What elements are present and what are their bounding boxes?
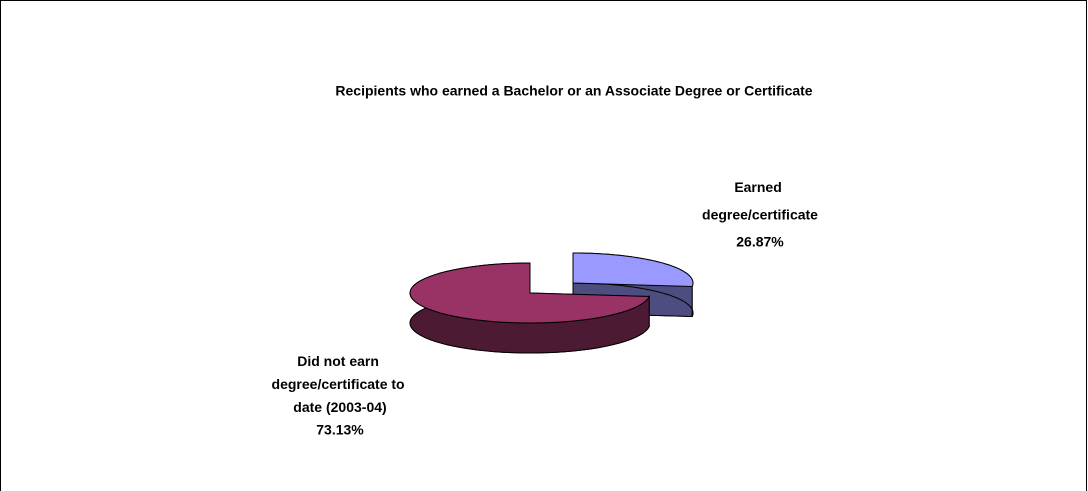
value-label: 26.87% <box>736 234 784 250</box>
slice <box>572 252 694 288</box>
slice-label: Earned degree/certificate <box>702 179 818 223</box>
chart-title: Recipients who earned a Bachelor or an A… <box>335 83 812 99</box>
slice-label: Did not earn degree/certificate to date … <box>272 353 409 415</box>
label-line: Did not earn <box>297 353 383 369</box>
label-line: Earned <box>734 179 785 195</box>
value-label: 73.13% <box>316 422 364 438</box>
label-line: degree/certificate <box>702 206 818 222</box>
label-line: degree/certificate to <box>272 376 409 392</box>
slice <box>409 262 651 324</box>
label-line: date (2003-04) <box>293 399 386 415</box>
